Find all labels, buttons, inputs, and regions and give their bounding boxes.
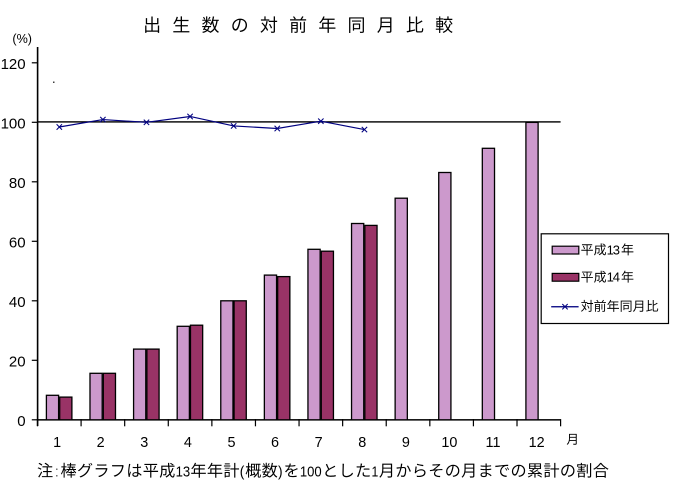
svg-text:1: 1	[371, 463, 378, 480]
svg-text:1: 1	[53, 435, 61, 451]
svg-text::: :	[56, 463, 59, 480]
svg-text:40: 40	[9, 294, 26, 311]
svg-text:120: 120	[1, 56, 26, 73]
svg-text:100: 100	[300, 463, 322, 480]
svg-text:8: 8	[358, 435, 366, 451]
svg-text:5: 5	[227, 435, 235, 451]
svg-text:0: 0	[17, 413, 25, 430]
svg-text:(: (	[240, 463, 245, 480]
svg-text:7: 7	[315, 435, 323, 451]
svg-text:4: 4	[184, 435, 192, 451]
svg-text:11: 11	[486, 435, 501, 451]
svg-text:9: 9	[402, 435, 410, 451]
svg-text:6: 6	[271, 435, 279, 451]
svg-text:): )	[278, 463, 283, 480]
svg-text:14: 14	[607, 270, 620, 285]
svg-text:13: 13	[176, 463, 191, 480]
svg-text:12: 12	[529, 435, 545, 451]
svg-text:13: 13	[607, 242, 620, 257]
svg-text:2: 2	[97, 435, 105, 451]
svg-text:(%): (%)	[12, 32, 32, 46]
svg-text:100: 100	[1, 116, 26, 133]
svg-text:20: 20	[9, 354, 26, 371]
svg-text:80: 80	[9, 175, 26, 192]
svg-text:3: 3	[140, 435, 148, 451]
svg-text:60: 60	[9, 235, 26, 252]
svg-text:10: 10	[441, 435, 457, 451]
